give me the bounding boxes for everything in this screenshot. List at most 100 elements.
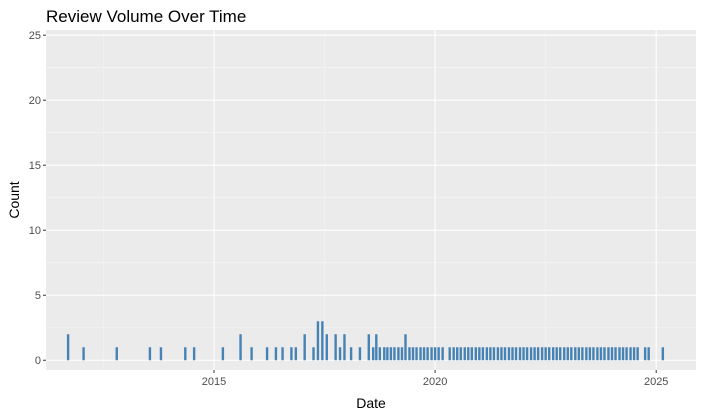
bar xyxy=(433,347,437,361)
bar xyxy=(533,347,536,361)
bar xyxy=(555,347,558,361)
bar xyxy=(404,334,407,361)
bar xyxy=(358,347,362,361)
bar xyxy=(448,347,451,361)
bar xyxy=(596,347,599,361)
bar xyxy=(115,347,118,361)
bar xyxy=(415,347,418,361)
bar xyxy=(419,347,422,361)
bar xyxy=(588,347,592,361)
bar xyxy=(551,347,555,361)
y-axis-title: Count xyxy=(6,181,22,218)
x-tick-label: 2020 xyxy=(423,376,447,388)
bar xyxy=(489,347,492,361)
bar xyxy=(474,347,477,361)
x-tick-label: 2015 xyxy=(202,376,226,388)
bar xyxy=(621,347,625,361)
bar xyxy=(610,347,614,361)
bar xyxy=(411,347,415,361)
bar xyxy=(507,347,511,361)
bar xyxy=(603,347,606,361)
bar xyxy=(525,347,529,361)
bar xyxy=(599,347,603,361)
bar xyxy=(383,347,386,361)
bar xyxy=(625,347,628,361)
bar xyxy=(274,347,278,361)
bar xyxy=(437,347,440,361)
bar xyxy=(452,347,455,361)
bar xyxy=(632,347,636,361)
bar xyxy=(82,347,85,361)
major-gridlines xyxy=(46,30,696,370)
x-axis-title: Date xyxy=(356,395,386,411)
bar xyxy=(325,334,328,361)
y-tick-label: 0 xyxy=(35,355,41,367)
bar xyxy=(343,334,346,361)
bar xyxy=(265,347,269,361)
bar xyxy=(441,347,444,361)
bar xyxy=(367,334,370,361)
bar xyxy=(372,347,375,361)
bar xyxy=(349,347,353,361)
bar xyxy=(547,347,551,361)
bar xyxy=(481,347,485,361)
bar xyxy=(574,347,577,361)
bar xyxy=(514,347,518,361)
bar xyxy=(389,347,393,361)
bar xyxy=(470,347,474,361)
bar xyxy=(430,347,433,361)
bar xyxy=(463,347,466,361)
bar xyxy=(618,347,621,361)
bar xyxy=(426,347,429,361)
bars xyxy=(66,321,665,361)
bar xyxy=(378,347,382,361)
bar xyxy=(422,347,426,361)
bar xyxy=(334,334,337,361)
bar xyxy=(294,347,298,361)
bar xyxy=(566,347,569,361)
bar xyxy=(148,347,152,361)
bar xyxy=(581,347,584,361)
bar xyxy=(159,347,163,361)
y-axis: 0 5 10 15 20 25 xyxy=(29,30,46,367)
bar xyxy=(661,347,665,361)
bar xyxy=(312,347,315,361)
bar xyxy=(303,334,306,361)
bar xyxy=(585,347,588,361)
bar xyxy=(496,347,500,361)
bar xyxy=(563,347,566,361)
bar xyxy=(511,347,514,361)
bar xyxy=(544,347,547,361)
bar xyxy=(522,347,525,361)
bar xyxy=(338,347,342,361)
bar xyxy=(529,347,533,361)
y-tick-label: 10 xyxy=(29,225,41,237)
bar xyxy=(400,347,404,361)
bar xyxy=(221,347,225,361)
bar xyxy=(375,334,378,361)
bar xyxy=(577,347,581,361)
bar xyxy=(192,347,196,361)
x-tick-label: 2025 xyxy=(644,376,668,388)
y-tick-label: 15 xyxy=(29,160,41,172)
bar xyxy=(492,347,496,361)
bar xyxy=(607,347,610,361)
bar xyxy=(614,347,617,361)
bar xyxy=(485,347,489,361)
bar xyxy=(643,347,647,361)
bar xyxy=(184,347,187,361)
chart-title: Review Volume Over Time xyxy=(46,7,246,26)
bar xyxy=(397,347,400,361)
y-tick-label: 5 xyxy=(35,290,41,302)
bar xyxy=(456,347,459,361)
plot-panel xyxy=(46,30,696,370)
bar xyxy=(290,347,293,361)
bar xyxy=(393,347,396,361)
bar xyxy=(636,347,639,361)
y-tick-label: 20 xyxy=(29,95,41,107)
bar xyxy=(478,347,481,361)
bar xyxy=(559,347,562,361)
minor-gridlines xyxy=(46,30,696,370)
bar xyxy=(239,334,242,361)
